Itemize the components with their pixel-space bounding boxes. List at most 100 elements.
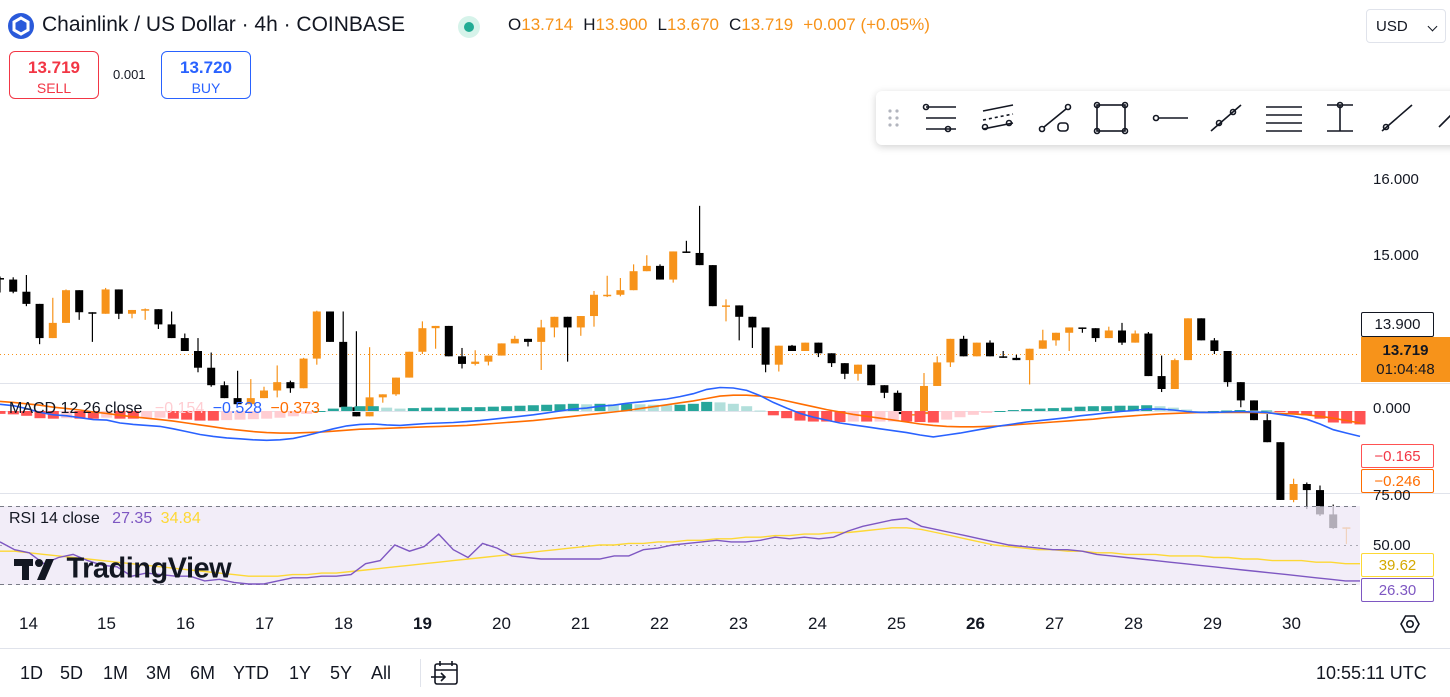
macd-hist-bar: [1341, 411, 1353, 424]
candle: [576, 316, 585, 336]
sell-button[interactable]: 13.719 SELL: [9, 51, 99, 99]
candle: [1052, 332, 1060, 346]
candle-body: [1250, 400, 1258, 421]
time-axis-label: 20: [492, 614, 511, 633]
candle-body: [444, 325, 453, 357]
timeframe-all-button[interactable]: All: [371, 663, 392, 683]
utc-clock[interactable]: 10:55:11 UTC: [1316, 663, 1427, 683]
candle-body: [194, 351, 202, 368]
bar-countdown: 01:04:48: [1376, 361, 1435, 378]
candle-body: [1276, 442, 1285, 500]
market-status-icon[interactable]: [458, 16, 480, 38]
candle-body: [62, 290, 70, 323]
ray-icon[interactable]: [1381, 104, 1413, 132]
candle: [669, 251, 678, 283]
currency-select[interactable]: USD: [1366, 9, 1446, 43]
candle: [1276, 442, 1285, 500]
macd-hist-bar: [7, 411, 19, 415]
timeframe-5y-button[interactable]: 5Y: [330, 663, 353, 683]
macd-hist-bar: [794, 411, 806, 421]
candle: [629, 264, 638, 291]
macd-hist-bar: [1247, 410, 1259, 412]
candle-body: [431, 325, 440, 329]
time-axis[interactable]: 14 15 16 17 18 19 20 21 22 23 24 25 26 27 28 29 30: [0, 614, 1360, 636]
macd-hist-bar: [314, 411, 326, 412]
timeframe-1d-button[interactable]: 1D: [20, 663, 44, 683]
candle: [708, 265, 717, 307]
candle-body: [563, 316, 572, 328]
timeframe-1y-button[interactable]: 1Y: [289, 663, 312, 683]
pitchfork-icon[interactable]: [1266, 106, 1302, 132]
macd-hist-bar: [847, 411, 859, 422]
rsi-line: [0, 517, 1360, 585]
macd-hist-value: −0.154: [154, 400, 205, 417]
candle: [854, 364, 862, 381]
goto-date-icon[interactable]: [430, 660, 460, 688]
horizontal-line-icon[interactable]: [1152, 114, 1189, 122]
macd-hist-bar: [434, 407, 446, 411]
trend-line-icon[interactable]: [1210, 104, 1242, 132]
candle-body: [946, 338, 955, 363]
candle-body: [233, 398, 242, 405]
macd-hist-bar: [421, 407, 433, 411]
candle-body: [642, 265, 651, 272]
candle: [62, 289, 70, 323]
candle-body: [1197, 318, 1206, 341]
candle-body: [48, 322, 57, 339]
macd-hist-bar: [61, 411, 73, 419]
macd-hist-bar: [527, 405, 539, 411]
ohlc-value: +0.007 (+0.05%): [803, 15, 930, 34]
macd-hist-bar: [367, 406, 379, 411]
path-icon[interactable]: [1038, 103, 1072, 133]
candle-body: [576, 316, 585, 328]
chart-canvas[interactable]: [0, 0, 1450, 648]
macd-hist-bar: [567, 403, 579, 411]
candle: [748, 316, 757, 348]
macd-hist-bar: [647, 404, 659, 411]
macd-hist-bar: [994, 411, 1006, 412]
parallel-channel-icon[interactable]: [981, 104, 1014, 131]
candle-body: [299, 358, 308, 389]
macd-hist-bar: [1301, 411, 1313, 416]
macd-hist-bar: [261, 411, 273, 419]
candle-body: [524, 338, 532, 342]
candle: [1038, 329, 1047, 349]
candle-body: [880, 385, 889, 393]
macd-hist-tag: −0.165: [1361, 444, 1434, 468]
candle-body: [840, 363, 849, 374]
timeframe-5d-button[interactable]: 5D: [60, 663, 84, 683]
candle-body: [550, 316, 559, 328]
time-axis-label: 24: [808, 614, 827, 633]
macd-hist-bar: [1274, 411, 1286, 412]
fib-retracement-icon[interactable]: [922, 103, 957, 133]
time-axis-label: 29: [1203, 614, 1222, 633]
candle: [510, 335, 519, 344]
buy-button[interactable]: 13.720 BUY: [161, 51, 251, 99]
macd-hist-bar: [341, 406, 353, 411]
rsi-legend-name[interactable]: RSI 14 close: [9, 510, 100, 527]
macd-hist-bar: [1047, 408, 1059, 411]
time-axis-label: 16: [176, 614, 195, 633]
macd-hist-bar: [607, 404, 619, 411]
price-axis-label-15: 15.000: [1373, 247, 1419, 264]
measure-icon[interactable]: [1327, 101, 1353, 132]
drag-handle-icon[interactable]: [888, 109, 899, 127]
candle-body: [286, 382, 295, 389]
macd-hist-bar: [701, 401, 713, 411]
timeframe-6m-button[interactable]: 6M: [190, 663, 216, 683]
currency-label: USD: [1376, 18, 1408, 35]
rectangle-icon[interactable]: [1093, 101, 1129, 135]
timeframe-ytd-button[interactable]: YTD: [233, 663, 269, 683]
macd-hist-bar: [1034, 408, 1046, 411]
tradingview-watermark[interactable]: TradingView: [12, 552, 232, 586]
timeframe-3m-button[interactable]: 3M: [146, 663, 172, 683]
symbol-title[interactable]: Chainlink / US Dollar · 4h · COINBASE: [42, 13, 405, 36]
macd-hist-bar: [487, 406, 499, 411]
candle: [1236, 382, 1245, 408]
chart-settings-icon[interactable]: [1400, 615, 1420, 633]
arrow-icon[interactable]: [1438, 113, 1450, 128]
macd-legend-name[interactable]: MACD 12 26 close: [9, 400, 143, 417]
rsi-tag: 26.30: [1361, 578, 1434, 602]
candle-body: [22, 291, 31, 304]
timeframe-1m-button[interactable]: 1M: [103, 663, 129, 683]
